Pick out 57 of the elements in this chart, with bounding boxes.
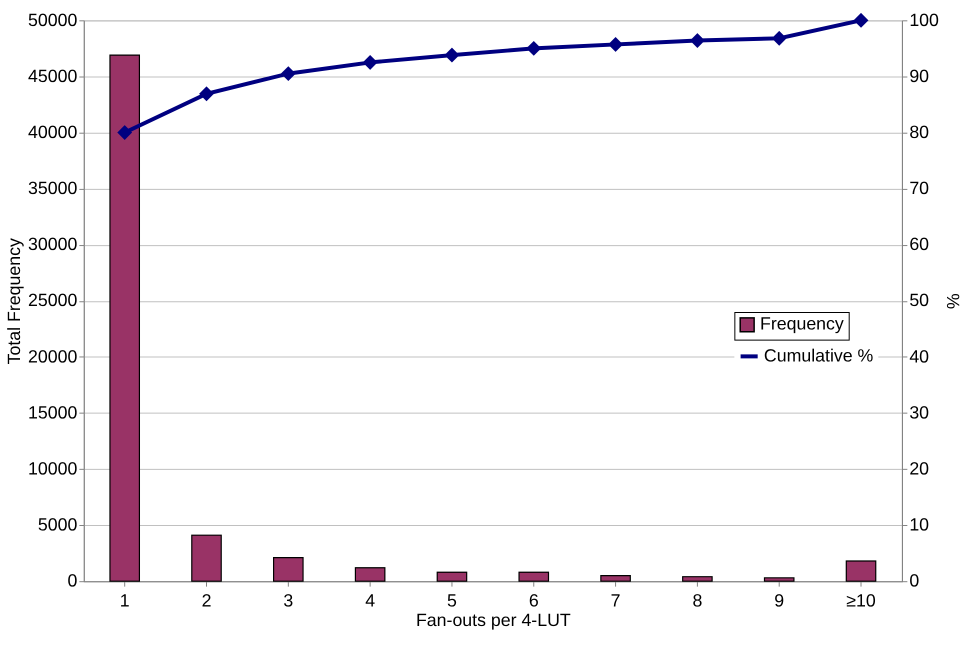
x-axis-title: Fan-outs per 4-LUT	[416, 610, 571, 630]
x-tick-label: 3	[283, 590, 294, 610]
y2-tick-label: 40	[909, 346, 930, 366]
bar	[682, 576, 713, 582]
y2-axis-title: %	[942, 293, 963, 310]
y2-tick-label: 50	[909, 290, 930, 310]
y-tick-label: 10000	[28, 458, 78, 478]
y-tick-label: 45000	[28, 66, 78, 86]
y2-tick-label: 60	[909, 234, 930, 254]
bar	[354, 567, 386, 582]
y2-tick-label: 20	[909, 458, 930, 478]
y-tick-label: 5000	[38, 514, 78, 535]
point	[363, 55, 378, 70]
x-tick-label: 2	[202, 590, 212, 610]
x-tick-label: 1	[120, 590, 130, 610]
bar	[273, 557, 304, 582]
point	[690, 34, 704, 48]
bar	[191, 534, 222, 582]
x-tick-label: 6	[528, 590, 539, 610]
bar	[764, 577, 795, 582]
point	[118, 125, 132, 140]
y2-tick-label: 70	[909, 178, 930, 198]
bar	[436, 572, 468, 582]
x-tick-label: 4	[365, 590, 376, 610]
y2-tick-label: 10	[909, 514, 930, 535]
point	[444, 48, 459, 62]
y-tick-label: 15000	[28, 402, 78, 422]
x-tick-label: ≥10	[846, 590, 876, 610]
x-tick-label: 9	[774, 590, 784, 610]
y-tick-label: 0	[68, 570, 78, 591]
point	[772, 31, 786, 46]
point	[854, 13, 868, 28]
x-tick-label: 5	[447, 590, 458, 610]
y2-tick-label: 90	[909, 66, 930, 86]
x-tick-label: 7	[610, 590, 621, 610]
point	[608, 37, 623, 52]
y2-tick-label: 80	[909, 122, 930, 142]
bar	[109, 54, 140, 582]
legend-label: Frequency	[760, 314, 844, 334]
y-tick-label: 35000	[28, 178, 78, 198]
y-tick-label: 50000	[28, 10, 78, 30]
y-axis-title: Total Frequency	[4, 238, 24, 364]
point	[281, 66, 296, 81]
y2-tick-label: 100	[909, 10, 940, 30]
legend-label: Cumulative %	[764, 345, 874, 366]
x-tick-label: 8	[692, 590, 702, 610]
y-tick-label: 30000	[28, 234, 78, 254]
y-tick-label: 25000	[28, 290, 78, 310]
bar	[846, 560, 876, 582]
point	[526, 41, 541, 56]
point	[199, 86, 214, 101]
y2-tick-label: 0	[909, 570, 920, 591]
y-tick-label: 40000	[28, 122, 78, 142]
bar	[600, 575, 631, 582]
bar	[518, 572, 550, 582]
y-tick-label: 20000	[28, 346, 78, 366]
y2-tick-label: 30	[909, 402, 930, 422]
